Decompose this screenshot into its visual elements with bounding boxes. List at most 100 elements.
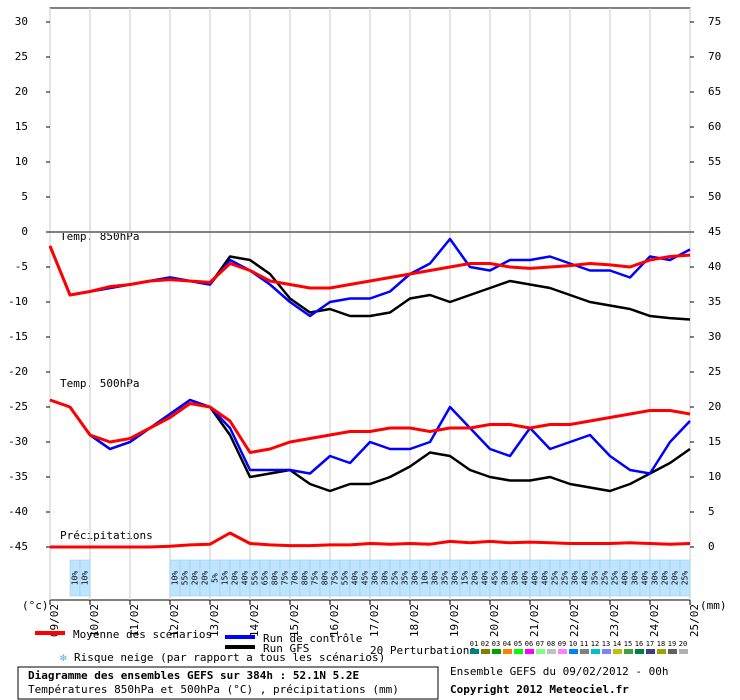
snow-risk-label: 75% [311,571,320,586]
x-tick-label: 22/02 [568,604,581,637]
snow-risk-label: 25% [391,571,400,586]
x-tick-label: 16/02 [328,604,341,637]
y2-tick-label: 50 [708,190,721,203]
snow-risk-cell [679,559,691,597]
perturbation-swatch [503,649,512,654]
y-tick-label: 25 [15,50,28,63]
snow-risk-label: 80% [301,571,310,586]
perturbation-id: 12 [591,640,599,648]
y2-tick-label: 65 [708,85,721,98]
snow-risk-label: 5% [211,573,220,583]
perturbation-id: 13 [602,640,610,648]
perturbations-label: 20 Perturbations [370,644,476,657]
y-tick-label: 5 [21,190,28,203]
series-line [48,245,691,297]
snow-risk-label: 30% [631,571,640,586]
x-tick-label: 18/02 [408,604,421,637]
perturbation-id: 15 [624,640,632,648]
x-tick-label: 10/02 [88,604,101,637]
snow-risk-label: 65% [261,571,270,586]
y-tick-label: -45 [8,540,28,553]
legend-label: Moyenne des scénarios [73,628,212,641]
series-line [49,398,691,454]
y-tick-label: -25 [8,400,28,413]
snow-risk-label: 75% [331,571,340,586]
snow-risk-label: 30% [411,571,420,586]
snow-risk-label: 20% [201,571,210,586]
snow-risk-label: 30% [451,571,460,586]
snow-risk-label: 20% [671,571,680,586]
perturbation-id: 14 [613,640,621,648]
y2-tick-label: 45 [708,225,721,238]
snow-risk-label: 25% [561,571,570,586]
y-axis-label: (°c) [22,599,49,612]
snow-risk-label: 20% [191,571,200,586]
panel-label: Précipitations [60,529,153,542]
y2-axis-label: (mm) [700,599,727,612]
snow-risk-label: 40% [531,571,540,586]
snow-risk-label: 25% [601,571,610,586]
y2-tick-label: 0 [708,540,715,553]
x-tick-label: 09/02 [48,604,61,637]
snow-risk-label: 55% [251,571,260,586]
y2-tick-label: 35 [708,295,721,308]
snow-risk-label: 70% [291,571,300,586]
y2-tick-label: 30 [708,330,721,343]
y2-tick-label: 75 [708,15,721,28]
snow-risk-label: 40% [621,571,630,586]
snow-risk-label: 35% [441,571,450,586]
perturbation-id: 17 [646,640,654,648]
y-tick-label: 15 [15,120,28,133]
x-tick-label: 17/02 [368,604,381,637]
footer-box [17,666,439,700]
y2-tick-label: 20 [708,400,721,413]
snow-risk-label: 30% [381,571,390,586]
perturbation-swatch [558,649,567,654]
y-tick-label: 30 [15,15,28,28]
perturbation-swatch [591,649,600,654]
perturbation-id: 08 [547,640,555,648]
y-tick-label: -20 [8,365,28,378]
y2-tick-label: 40 [708,260,721,273]
snow-risk-label: 40% [581,571,590,586]
snow-risk-label: 25% [681,571,690,586]
perturbation-id: 20 [679,640,687,648]
perturbation-id: 16 [635,640,643,648]
perturbation-swatch [569,649,578,654]
snow-icon: ✻ [60,651,67,664]
snow-risk-label: 10% [81,571,90,586]
run-info: Ensemble GEFS du 09/02/2012 - 00h [450,665,669,678]
y-tick-label: 20 [15,85,28,98]
perturbation-swatch [580,649,589,654]
perturbation-swatch [668,649,677,654]
series-line [50,531,691,549]
perturbation-swatch [657,649,666,654]
snow-risk-label: 35% [401,571,410,586]
perturbation-swatch [646,649,655,654]
snow-risk-label: 30% [371,571,380,586]
copyright: Copyright 2012 Meteociel.fr [450,683,629,696]
snow-risk-label: 25% [611,571,620,586]
y-tick-label: -40 [8,505,28,518]
perturbation-id: 11 [580,640,588,648]
snow-risk-label: 75% [281,571,290,586]
perturbation-swatch [635,649,644,654]
perturbation-swatch [547,649,556,654]
x-tick-label: 20/02 [488,604,501,637]
y-tick-label: -10 [8,295,28,308]
panel-label: Temp. 500hPa [60,377,139,390]
snow-risk-label: 10% [71,571,80,586]
y2-tick-label: 5 [708,505,715,518]
perturbation-swatch [492,649,501,654]
y-tick-label: -15 [8,330,28,343]
x-tick-label: 14/02 [248,604,261,637]
snow-risk-label: 55% [181,571,190,586]
y2-tick-label: 25 [708,365,721,378]
snow-risk-label: 80% [271,571,280,586]
perturbation-swatch [514,649,523,654]
snow-risk-label: 10% [421,571,430,586]
perturbation-swatch [624,649,633,654]
perturbation-id: 02 [481,640,489,648]
snow-risk-label: 15% [221,571,230,586]
perturbation-swatch [679,649,688,654]
